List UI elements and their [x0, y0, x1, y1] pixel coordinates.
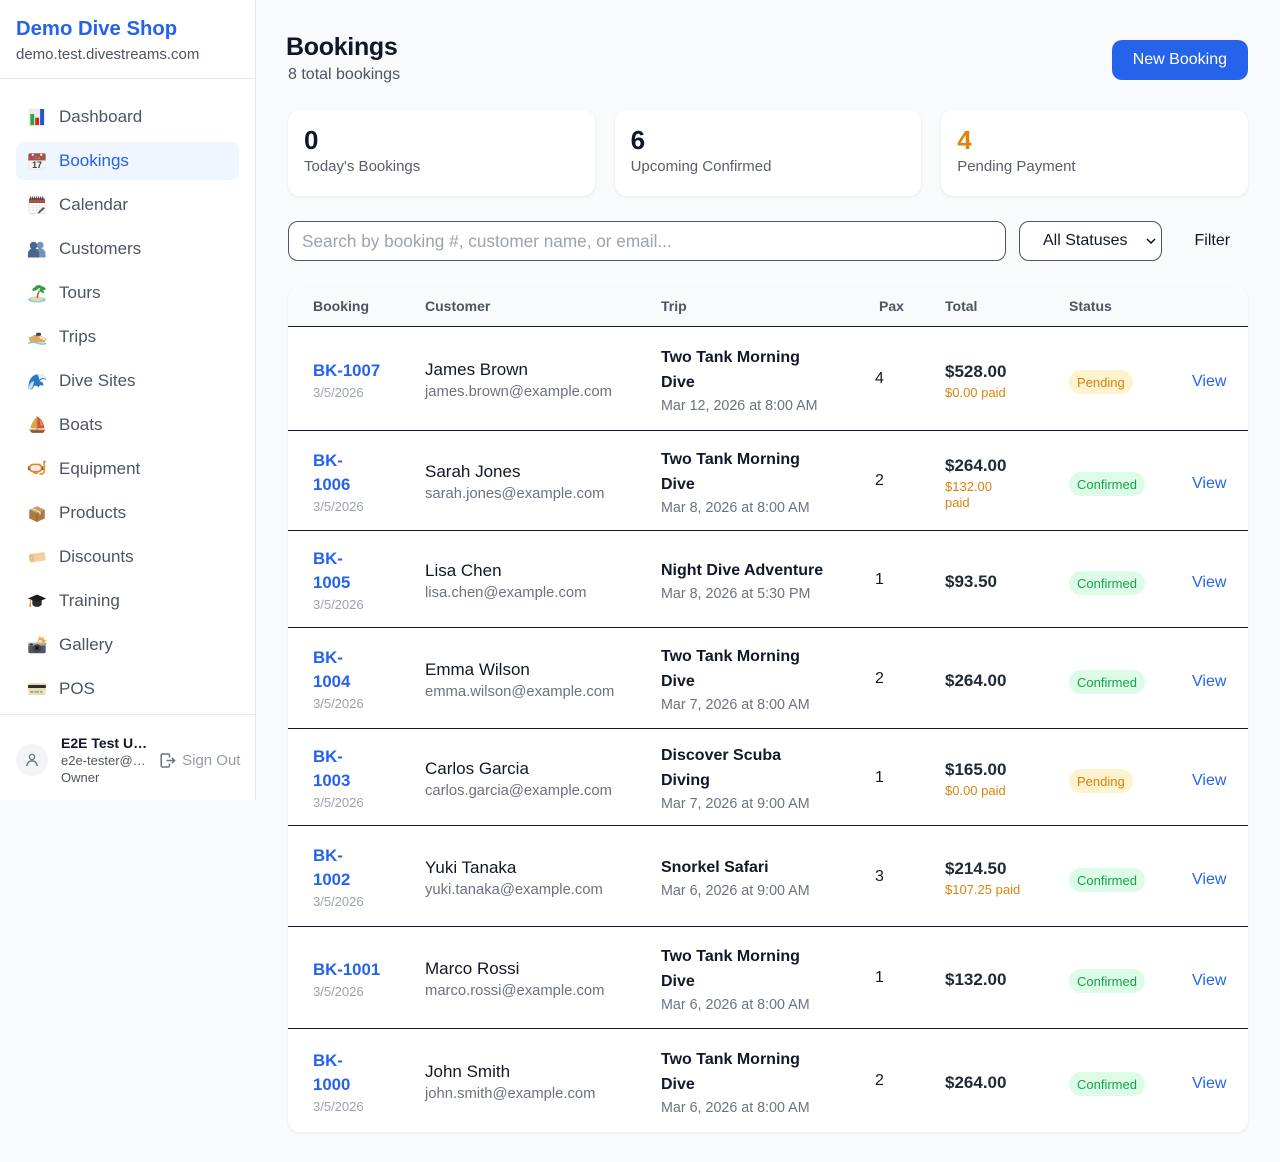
svg-text:JUL: JUL [34, 156, 41, 160]
svg-text:17: 17 [32, 160, 42, 170]
